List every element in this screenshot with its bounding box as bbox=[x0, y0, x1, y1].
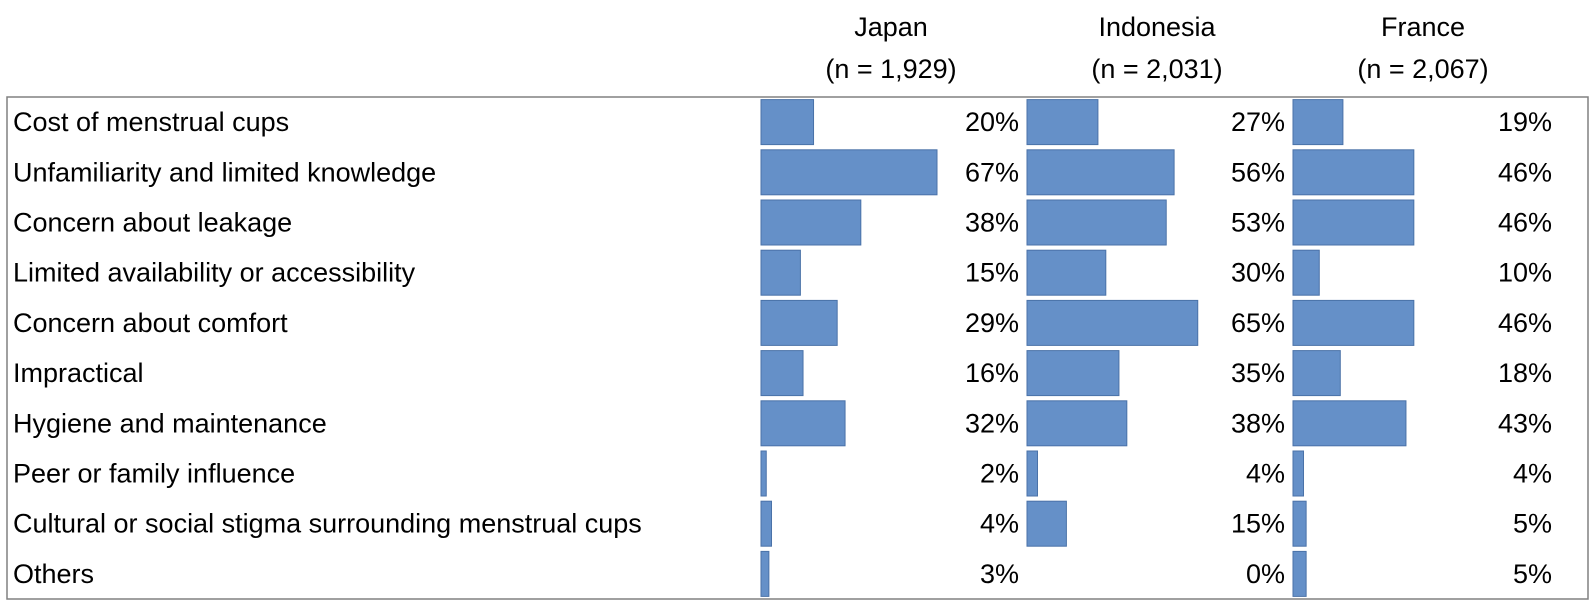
value-label: 10% bbox=[1498, 258, 1552, 288]
category-label: Impractical bbox=[13, 358, 144, 388]
value-label: 4% bbox=[1246, 459, 1285, 489]
value-label: 2% bbox=[980, 459, 1019, 489]
value-label: 30% bbox=[1231, 258, 1285, 288]
value-label: 27% bbox=[1231, 107, 1285, 137]
bar bbox=[1026, 450, 1039, 497]
value-label: 3% bbox=[980, 559, 1019, 589]
bar bbox=[1026, 99, 1099, 146]
value-label: 16% bbox=[965, 358, 1019, 388]
bar bbox=[760, 400, 846, 447]
series-sample-size: (n = 2,067) bbox=[1357, 54, 1488, 84]
column-headers: Japan (n = 1,929) Indonesia (n = 2,031) Fran… bbox=[825, 12, 1488, 84]
value-label: 15% bbox=[1231, 509, 1285, 539]
value-label: 46% bbox=[1498, 308, 1552, 338]
value-label: 38% bbox=[965, 208, 1019, 238]
value-label: 35% bbox=[1231, 358, 1285, 388]
value-label: 46% bbox=[1498, 157, 1552, 187]
value-label: 4% bbox=[980, 509, 1019, 539]
bar-panels: 20% 67% 38% 15% 29% 16% 32% 2% 4% 3% 27% 56% 53% 30% 6… bbox=[760, 99, 1552, 597]
category-label: Cultural or social stigma surrounding me… bbox=[13, 509, 642, 539]
bar bbox=[760, 149, 938, 196]
bar bbox=[1292, 99, 1344, 146]
series-panel: 27% 56% 53% 30% 65% 35% 38% 4% 15% 0% bbox=[1026, 99, 1285, 589]
value-label: 5% bbox=[1513, 559, 1552, 589]
category-label: Cost of menstrual cups bbox=[13, 107, 289, 137]
category-label: Hygiene and maintenance bbox=[13, 408, 327, 438]
bar bbox=[1292, 450, 1305, 497]
table-border bbox=[6, 96, 1589, 600]
category-label: Peer or family influence bbox=[13, 459, 295, 489]
value-label: 18% bbox=[1498, 358, 1552, 388]
value-label: 29% bbox=[965, 308, 1019, 338]
series-panel: 20% 67% 38% 15% 29% 16% 32% 2% 4% 3% bbox=[760, 99, 1019, 597]
bar bbox=[760, 350, 804, 397]
bar bbox=[1292, 199, 1415, 246]
bar bbox=[1026, 149, 1175, 196]
series-name: Japan bbox=[854, 12, 928, 42]
category-label: Unfamiliarity and limited knowledge bbox=[13, 157, 436, 187]
bar bbox=[760, 199, 862, 246]
series-name: Indonesia bbox=[1098, 12, 1216, 42]
bar bbox=[1292, 550, 1307, 597]
value-label: 15% bbox=[965, 258, 1019, 288]
bar bbox=[1026, 350, 1120, 397]
value-label: 67% bbox=[965, 157, 1019, 187]
value-label: 4% bbox=[1513, 459, 1552, 489]
series-sample-size: (n = 2,031) bbox=[1091, 54, 1222, 84]
bar bbox=[1292, 299, 1415, 346]
bar bbox=[1026, 400, 1128, 447]
bar bbox=[1292, 400, 1407, 447]
bar bbox=[760, 99, 815, 146]
series-sample-size: (n = 1,929) bbox=[825, 54, 956, 84]
value-label: 19% bbox=[1498, 107, 1552, 137]
bar bbox=[760, 450, 767, 497]
bar bbox=[1026, 500, 1067, 547]
value-label: 0% bbox=[1246, 559, 1285, 589]
bar bbox=[1026, 199, 1167, 246]
bar bbox=[760, 249, 801, 296]
bar bbox=[1292, 500, 1307, 547]
category-label: Concern about comfort bbox=[13, 308, 288, 338]
value-label: 46% bbox=[1498, 208, 1552, 238]
bar bbox=[760, 550, 770, 597]
value-label: 38% bbox=[1231, 408, 1285, 438]
value-label: 43% bbox=[1498, 408, 1552, 438]
bar bbox=[760, 299, 838, 346]
bar bbox=[760, 500, 773, 547]
category-label: Others bbox=[13, 559, 94, 589]
value-label: 53% bbox=[1231, 208, 1285, 238]
value-label: 65% bbox=[1231, 308, 1285, 338]
bar bbox=[1292, 350, 1341, 397]
value-label: 20% bbox=[965, 107, 1019, 137]
series-panel: 19% 46% 46% 10% 46% 18% 43% 4% 5% 5% bbox=[1292, 99, 1552, 597]
bar bbox=[1292, 249, 1320, 296]
value-label: 32% bbox=[965, 408, 1019, 438]
category-label: Limited availability or accessibility bbox=[13, 258, 416, 288]
value-label: 56% bbox=[1231, 157, 1285, 187]
value-label: 5% bbox=[1513, 509, 1552, 539]
category-labels: Cost of menstrual cups Unfamiliarity and … bbox=[13, 107, 642, 589]
bar bbox=[1026, 249, 1107, 296]
category-label: Concern about leakage bbox=[13, 208, 292, 238]
series-name: France bbox=[1381, 12, 1465, 42]
bar bbox=[1026, 299, 1199, 346]
bar bbox=[1292, 149, 1415, 196]
